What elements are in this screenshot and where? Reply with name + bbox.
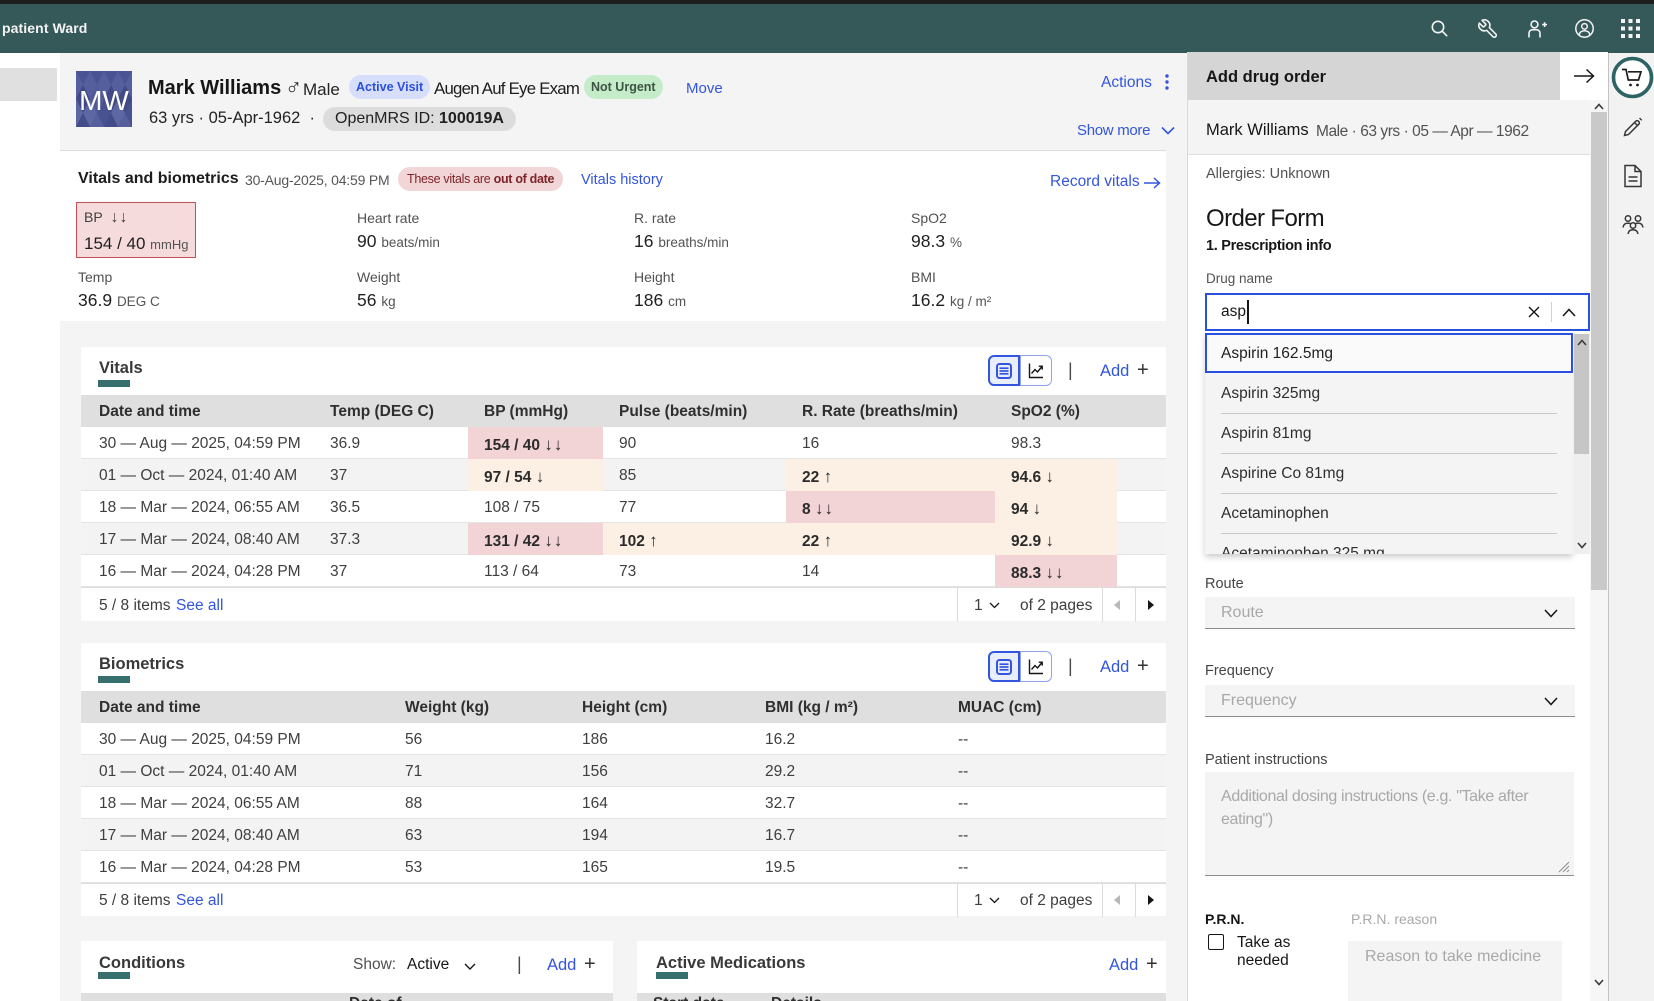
svg-text:MW: MW xyxy=(79,85,129,116)
